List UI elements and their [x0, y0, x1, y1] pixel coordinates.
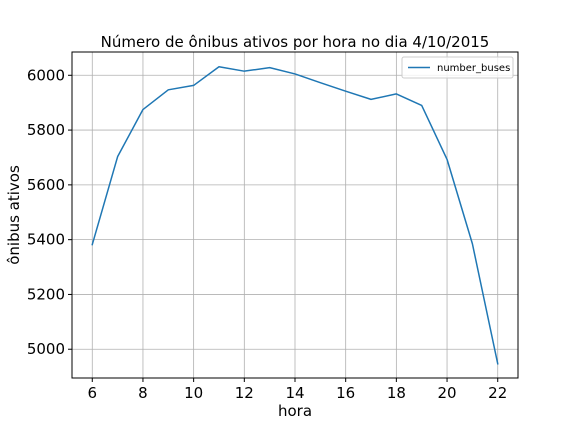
- x-axis-label: hora: [278, 402, 312, 420]
- x-tick-label: 10: [184, 384, 203, 402]
- x-tick-label: 22: [488, 384, 507, 402]
- x-tick-label: 18: [387, 384, 406, 402]
- x-tick-label: 20: [437, 384, 456, 402]
- x-tick-label: 6: [87, 384, 97, 402]
- x-tick-label: 12: [235, 384, 254, 402]
- grid-lines: [72, 52, 518, 378]
- x-tick-label: 14: [285, 384, 304, 402]
- legend: number_buses: [401, 56, 514, 79]
- legend-label-number-buses: number_buses: [437, 63, 510, 74]
- chart-title: Número de ônibus ativos por hora no dia …: [101, 33, 490, 51]
- y-tick-label: 5200: [27, 285, 65, 303]
- y-tick-label: 5000: [27, 340, 65, 358]
- y-tick-label: 5600: [27, 176, 65, 194]
- y-tick-label: 6000: [27, 66, 65, 84]
- x-tick-label: 8: [138, 384, 148, 402]
- y-tick-label: 5800: [27, 121, 65, 139]
- y-tick-label: 5400: [27, 231, 65, 249]
- legend-box: [401, 56, 514, 79]
- tick-marks: [68, 74, 499, 382]
- tick-labels: 6 8 10 12 14 16 18 20 22 5000 5200 5400 5600 5800 6000: [27, 66, 507, 402]
- y-axis-label: ônibus ativos: [5, 165, 23, 265]
- x-tick-label: 16: [336, 384, 355, 402]
- series-group: [91, 66, 499, 365]
- series-line-number-buses: [91, 66, 499, 365]
